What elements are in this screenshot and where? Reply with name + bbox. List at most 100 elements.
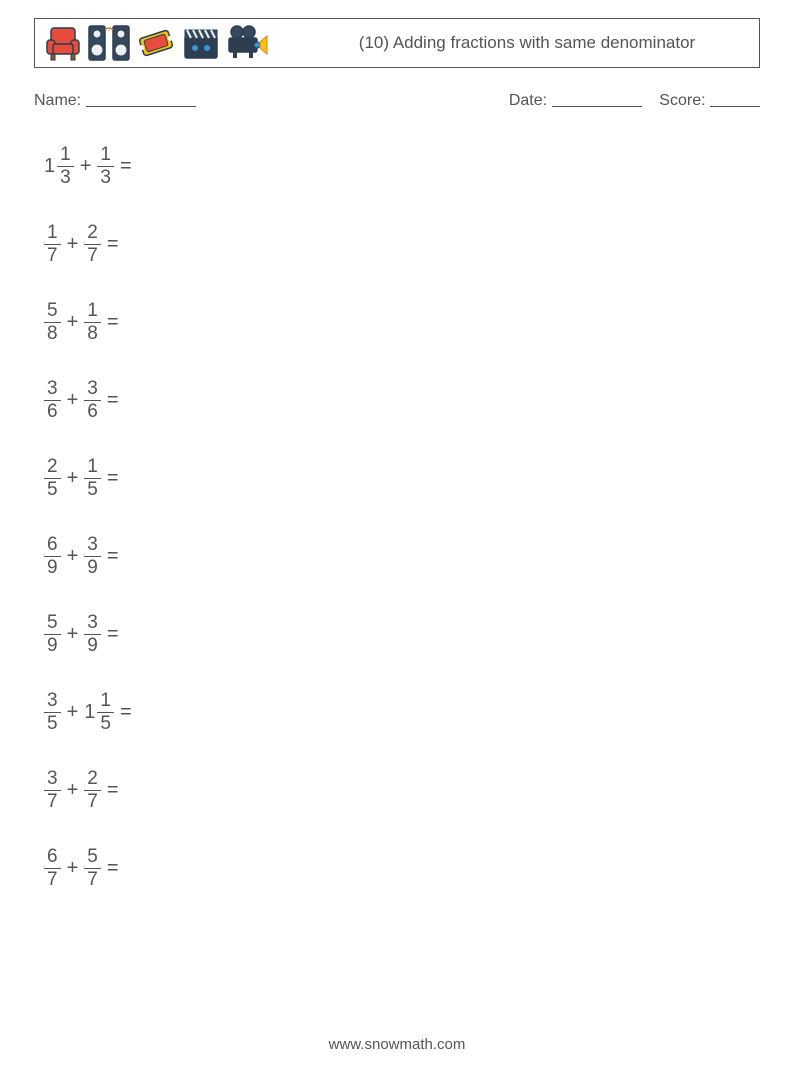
equals-sign: = [101, 467, 125, 490]
operand-a-fraction: 59 [44, 613, 61, 656]
operand-a-fraction: 58 [44, 301, 61, 344]
operand-a-numerator: 3 [44, 769, 61, 789]
operand-a-denominator: 8 [44, 324, 61, 344]
operand-a-denominator: 7 [44, 870, 61, 890]
worksheet-title: (10) Adding fractions with same denomina… [359, 33, 695, 53]
operator: + [61, 857, 85, 880]
problem-row: 59+39 = [44, 612, 794, 656]
operand-b-denominator: 7 [84, 870, 101, 890]
date-label: Date: [509, 92, 547, 109]
operator: + [61, 311, 85, 334]
equals-sign: = [114, 155, 138, 178]
operand-b-denominator: 6 [84, 402, 101, 422]
problem-row: 17+27 = [44, 222, 794, 266]
clapperboard-icon [181, 22, 221, 64]
problem-row: 37+27 = [44, 768, 794, 812]
operand-b-fraction: 27 [84, 769, 101, 812]
operand-a-numerator: 5 [44, 301, 61, 321]
operator: + [61, 467, 85, 490]
operand-b-numerator: 1 [97, 145, 114, 165]
equals-sign: = [101, 311, 125, 334]
name-label: Name: [34, 92, 81, 109]
speakers-icon: ♪ [87, 22, 131, 64]
operand-b-fraction: 15 [97, 691, 114, 734]
operand-b-numerator: 5 [84, 847, 101, 867]
operator: + [74, 155, 98, 178]
operator: + [61, 389, 85, 412]
operand-b-numerator: 1 [84, 457, 101, 477]
equals-sign: = [101, 389, 125, 412]
operand-b-denominator: 5 [84, 480, 101, 500]
operand-b-denominator: 9 [84, 558, 101, 578]
equals-sign: = [101, 623, 125, 646]
operand-a-numerator: 5 [44, 613, 61, 633]
operand-a-denominator: 9 [44, 558, 61, 578]
equals-sign: = [101, 779, 125, 802]
operand-a-numerator: 1 [44, 223, 61, 243]
operand-b-numerator: 3 [84, 379, 101, 399]
operand-a-denominator: 7 [44, 792, 61, 812]
operand-a-numerator: 3 [44, 379, 61, 399]
armchair-icon [43, 22, 83, 64]
operand-b-fraction: 57 [84, 847, 101, 890]
problem-row: 36+36 = [44, 378, 794, 422]
operand-a-fraction: 17 [44, 223, 61, 266]
operand-a-denominator: 6 [44, 402, 61, 422]
operand-a-fraction: 25 [44, 457, 61, 500]
operand-b-numerator: 2 [84, 223, 101, 243]
equals-sign: = [101, 857, 125, 880]
operator: + [61, 545, 85, 568]
operand-a-whole: 1 [44, 155, 57, 178]
operand-b-denominator: 5 [97, 714, 114, 734]
score-label: Score: [659, 92, 705, 109]
operand-b-denominator: 7 [84, 792, 101, 812]
operand-a-numerator: 6 [44, 535, 61, 555]
operand-a-numerator: 2 [44, 457, 61, 477]
header-box: ♪ (10) [34, 18, 760, 68]
operand-b-denominator: 8 [84, 324, 101, 344]
operand-b-fraction: 36 [84, 379, 101, 422]
projector-icon [225, 22, 269, 64]
operand-a-numerator: 6 [44, 847, 61, 867]
operator: + [61, 623, 85, 646]
operand-a-fraction: 69 [44, 535, 61, 578]
operand-a-denominator: 3 [57, 168, 74, 188]
problem-row: 113+13 = [44, 144, 794, 188]
operand-a-fraction: 13 [57, 145, 74, 188]
equals-sign: = [101, 233, 125, 256]
problem-row: 25+15 = [44, 456, 794, 500]
operand-a-fraction: 35 [44, 691, 61, 734]
operand-b-denominator: 9 [84, 636, 101, 656]
ticket-icon [135, 22, 177, 64]
problem-row: 67+57 = [44, 846, 794, 890]
operand-b-fraction: 15 [84, 457, 101, 500]
operand-b-numerator: 2 [84, 769, 101, 789]
name-blank[interactable] [86, 92, 196, 107]
operand-b-numerator: 3 [84, 535, 101, 555]
operand-a-denominator: 7 [44, 246, 61, 266]
problem-row: 35+115 = [44, 690, 794, 734]
operand-a-fraction: 36 [44, 379, 61, 422]
operand-b-whole: 1 [84, 701, 97, 724]
date-blank[interactable] [552, 92, 642, 107]
problem-row: 58+18 = [44, 300, 794, 344]
operand-b-fraction: 18 [84, 301, 101, 344]
operand-a-numerator: 3 [44, 691, 61, 711]
meta-row: Name: Date: Score: [34, 90, 760, 110]
operand-a-denominator: 5 [44, 480, 61, 500]
operand-b-fraction: 13 [97, 145, 114, 188]
problems-list: 113+13 =17+27 =58+18 =36+36 =25+15 =69+3… [44, 144, 794, 890]
equals-sign: = [101, 545, 125, 568]
operand-a-fraction: 37 [44, 769, 61, 812]
score-blank[interactable] [710, 92, 760, 107]
operand-b-fraction: 39 [84, 535, 101, 578]
operand-a-denominator: 9 [44, 636, 61, 656]
operand-a-denominator: 5 [44, 714, 61, 734]
operand-b-fraction: 39 [84, 613, 101, 656]
svg-text:♪: ♪ [108, 27, 111, 33]
footer-url: www.snowmath.com [0, 1036, 794, 1053]
operator: + [61, 701, 85, 724]
operand-a-numerator: 1 [57, 145, 74, 165]
operand-b-denominator: 3 [97, 168, 114, 188]
operator: + [61, 779, 85, 802]
